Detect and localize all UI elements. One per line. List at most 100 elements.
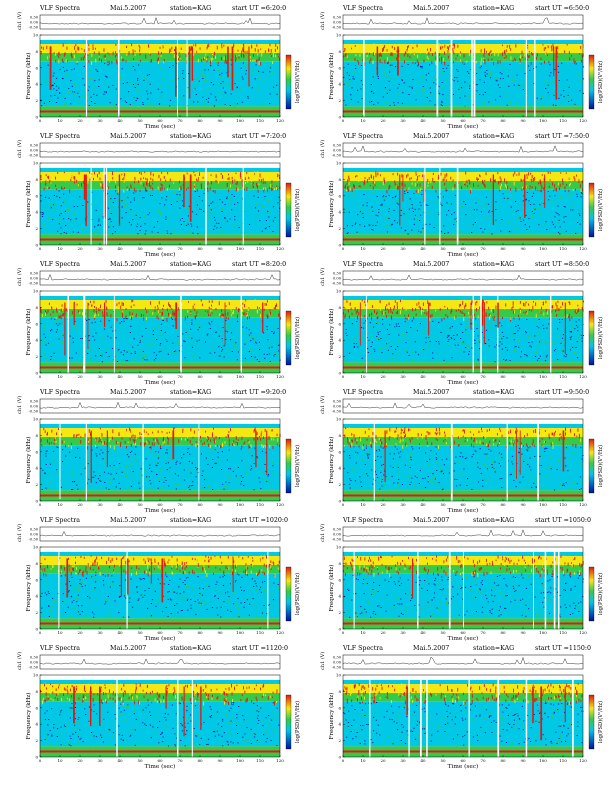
speckle	[95, 329, 97, 330]
speckle	[65, 232, 67, 234]
speckle	[539, 355, 541, 357]
emission-streak	[99, 177, 101, 181]
speckle	[197, 472, 199, 473]
emission-streak	[131, 316, 132, 321]
speckle	[380, 230, 382, 232]
speckle	[444, 352, 446, 354]
emission-streak	[150, 177, 152, 180]
speckle	[396, 325, 398, 327]
speckle	[496, 80, 498, 82]
ch1-tick-label: 0.30	[30, 16, 39, 20]
speckle	[245, 63, 247, 65]
speckle	[578, 101, 581, 103]
speckle	[433, 93, 435, 95]
speckle	[194, 353, 196, 355]
emission-streak	[214, 51, 215, 56]
emission-streak	[492, 300, 493, 305]
speckle	[267, 210, 269, 212]
speckle	[78, 90, 80, 92]
speckle	[65, 459, 67, 461]
speckle	[113, 104, 115, 106]
speckle	[581, 208, 583, 210]
speckle	[162, 320, 164, 321]
ch1-trace-box	[39, 270, 281, 286]
speckle	[43, 333, 45, 335]
impulse-streak	[544, 174, 546, 208]
speckle	[452, 94, 454, 95]
time-tick-label: 10	[57, 246, 63, 251]
emission-streak	[122, 58, 124, 62]
speckle	[387, 356, 389, 358]
speckle	[70, 80, 72, 82]
speckle	[126, 349, 128, 351]
speckle	[102, 449, 104, 451]
speckle	[119, 473, 121, 475]
speckle	[413, 328, 415, 330]
speckle	[488, 211, 490, 213]
speckle	[151, 231, 153, 233]
emission-streak	[220, 172, 222, 176]
speckle	[212, 347, 214, 349]
time-tick-label: 100	[539, 374, 547, 379]
speckle	[126, 454, 128, 456]
emission-streak	[463, 317, 465, 322]
emission-streak	[356, 49, 358, 52]
emission-streak	[442, 50, 444, 53]
emission-streak	[149, 52, 150, 54]
speckle	[191, 462, 193, 464]
speckle	[272, 465, 274, 467]
impulse-streak	[180, 295, 182, 373]
speckle	[110, 211, 113, 213]
emission-streak	[168, 49, 170, 52]
speckle	[235, 200, 237, 202]
speckle	[187, 222, 189, 224]
speckle	[143, 358, 145, 360]
emission-streak	[196, 311, 198, 315]
emission-streak	[456, 54, 458, 57]
emission-streak	[41, 46, 42, 49]
speckle	[222, 342, 224, 344]
speckle	[560, 342, 562, 344]
freq-tick-label: 2	[35, 354, 38, 359]
speckle	[348, 211, 350, 213]
speckle	[73, 84, 76, 85]
speckle	[402, 78, 404, 80]
speckle	[120, 98, 122, 100]
speckle	[70, 476, 72, 478]
speckle	[75, 352, 77, 354]
impulse-streak	[524, 174, 526, 218]
speckle	[481, 332, 483, 333]
speckle	[553, 205, 555, 207]
speckle	[242, 331, 244, 333]
emission-streak	[160, 176, 162, 179]
speckle	[92, 335, 94, 336]
time-tick-label: 110	[256, 246, 264, 251]
speckle	[70, 103, 72, 105]
speckle	[277, 94, 280, 96]
emission-streak	[233, 43, 235, 47]
emission-streak	[551, 310, 553, 313]
speckle	[447, 232, 449, 234]
speckle	[255, 341, 257, 343]
emission-streak	[66, 60, 68, 62]
ch1-axis-label: ch1 (V)	[16, 140, 23, 158]
speckle	[241, 90, 243, 92]
emission-streak	[353, 45, 355, 49]
speckle	[404, 101, 406, 102]
speckle	[82, 455, 84, 456]
speckle	[192, 483, 194, 484]
emission-streak	[162, 316, 164, 319]
emission-streak	[417, 302, 419, 305]
emission-streak	[102, 187, 104, 190]
speckle	[212, 489, 214, 490]
emission-streak	[400, 46, 402, 50]
emission-streak	[580, 46, 582, 49]
emission-streak	[42, 46, 44, 50]
spectral-band	[343, 106, 583, 111]
speckle	[409, 231, 412, 233]
speckle	[145, 477, 147, 479]
speckle	[468, 96, 470, 97]
emission-streak	[471, 300, 473, 304]
emission-streak	[346, 183, 348, 185]
speckle	[520, 62, 522, 64]
